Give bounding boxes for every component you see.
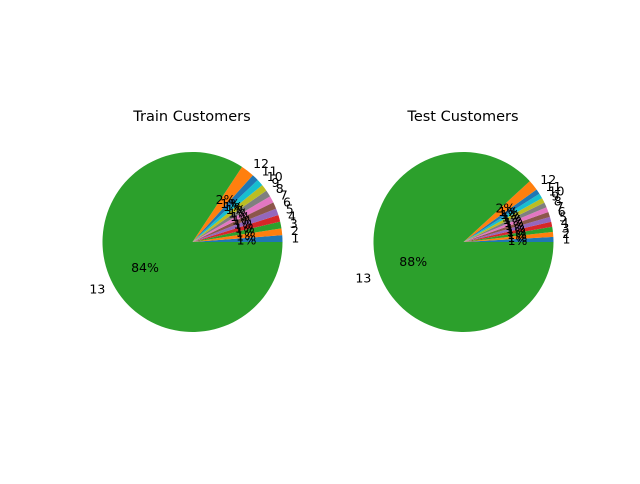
test-category-label-2: 2	[562, 226, 570, 241]
train-percent-label-6: 1%	[232, 213, 252, 228]
train-category-label-7: 7	[280, 188, 288, 203]
train-category-label-1: 1	[291, 231, 299, 246]
test-percent-label-9: 1%	[501, 210, 521, 225]
test-category-label-7: 7	[556, 199, 564, 214]
train-category-label-3: 3	[290, 216, 298, 231]
test-category-label-3: 3	[562, 221, 570, 236]
test-percent-label-1: 1%	[508, 233, 528, 248]
train-percent-label-8: 1%	[228, 205, 248, 220]
test-slice-13	[373, 151, 554, 332]
test-percent-label-13: 88%	[399, 254, 427, 269]
train-slice-5	[192, 208, 279, 242]
test-slice-3	[463, 226, 553, 242]
train-slice-13	[102, 151, 283, 332]
test-slice-6	[463, 211, 550, 242]
train-percent-label-10: 1%	[223, 199, 243, 214]
test-category-label-11: 11	[546, 179, 562, 194]
test-slice-7	[463, 207, 549, 242]
test-customers-pie: Test Customers 11% 21%31%41%51%61%71%81%9…	[355, 109, 570, 332]
test-category-label-9: 9	[551, 189, 559, 204]
test-slice-11	[463, 189, 540, 242]
train-slice-10	[192, 179, 263, 242]
train-customers-title: Train Customers	[132, 109, 250, 125]
train-percent-label-11: 1%	[220, 196, 240, 211]
train-percent-label-1: 1%	[237, 232, 257, 247]
test-category-label-5: 5	[559, 210, 567, 225]
test-percent-label-12: 2%	[495, 200, 515, 215]
train-slice-4	[192, 215, 281, 242]
train-percent-label-13: 84%	[131, 260, 159, 275]
train-category-label-12: 12	[253, 156, 269, 171]
train-customers-pie: Train Customers 1 1% 2 1% 3 1% 4 1% 5 1% 6 1% 7 1% 8 1%…	[89, 109, 299, 332]
train-percent-label-9: 1%	[226, 202, 246, 217]
train-percent-label-5: 1%	[233, 216, 253, 231]
test-slice-1	[463, 236, 554, 242]
train-percent-label-4: 1%	[235, 220, 255, 235]
train-slice-9	[192, 185, 267, 242]
test-category-label-6: 6	[558, 204, 566, 219]
test-slice-5	[463, 216, 552, 242]
train-slice-2	[192, 228, 283, 242]
train-slice-1	[192, 235, 283, 242]
train-category-label-2: 2	[291, 223, 299, 238]
test-category-label-1: 1	[563, 232, 571, 247]
test-percent-label-11: 1%	[498, 204, 518, 219]
test-percent-label-3: 1%	[507, 227, 527, 242]
test-customers-title: Test Customers	[406, 109, 518, 125]
train-slice-3	[192, 221, 282, 242]
test-category-label-10: 10	[549, 184, 565, 199]
test-category-label-12: 12	[540, 172, 556, 187]
train-category-label-9: 9	[272, 175, 280, 190]
train-percent-label-3: 1%	[236, 224, 256, 239]
test-percent-label-7: 1%	[504, 215, 524, 230]
train-slice-6	[192, 202, 277, 242]
test-slice-8	[463, 202, 547, 242]
test-percent-label-8: 1%	[503, 212, 523, 227]
train-slice-12	[192, 166, 253, 242]
test-category-label-8: 8	[554, 194, 562, 209]
test-category-label-4: 4	[561, 215, 569, 230]
test-category-label-13: 13	[355, 270, 371, 285]
test-percent-label-6: 1%	[505, 218, 525, 233]
train-category-label-4: 4	[288, 209, 296, 224]
train-category-label-8: 8	[276, 181, 284, 196]
train-slice-7	[192, 196, 274, 242]
test-slice-12	[463, 181, 537, 242]
train-percent-label-7: 1%	[230, 209, 250, 224]
train-slice-8	[192, 190, 271, 242]
train-category-label-10: 10	[267, 169, 283, 184]
test-percent-label-10: 1%	[500, 207, 520, 222]
test-slice-2	[463, 231, 554, 242]
test-percent-label-2: 1%	[507, 230, 527, 245]
test-percent-label-5: 1%	[506, 221, 526, 236]
train-category-label-6: 6	[283, 194, 291, 209]
train-category-label-5: 5	[286, 201, 294, 216]
train-percent-label-12: 2%	[216, 192, 236, 207]
train-category-label-11: 11	[262, 164, 278, 179]
train-percent-label-2: 1%	[236, 228, 256, 243]
test-slice-10	[463, 193, 543, 242]
train-category-label-13: 13	[89, 281, 105, 296]
test-slice-4	[463, 221, 553, 242]
train-slice-11	[192, 175, 258, 242]
test-slice-9	[463, 198, 545, 242]
test-percent-label-4: 1%	[506, 224, 526, 239]
